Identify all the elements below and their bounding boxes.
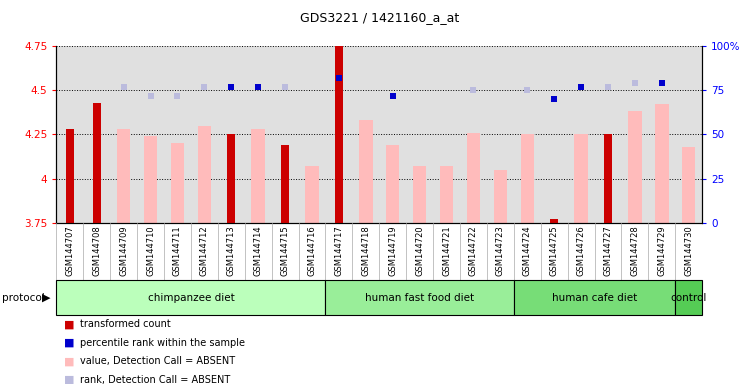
FancyBboxPatch shape (675, 280, 702, 315)
Text: GSM144711: GSM144711 (173, 226, 182, 276)
Bar (117, 129, 131, 223)
FancyBboxPatch shape (514, 280, 675, 315)
Text: transformed count: transformed count (80, 319, 171, 329)
Text: GSM144714: GSM144714 (254, 226, 263, 276)
Bar (655, 104, 668, 223)
Text: ■: ■ (64, 356, 74, 366)
Bar (440, 166, 454, 223)
Text: ■: ■ (64, 338, 74, 348)
Text: GSM144720: GSM144720 (415, 226, 424, 276)
Text: GSM144718: GSM144718 (361, 226, 370, 276)
Text: ■: ■ (64, 375, 74, 384)
Bar (66, 129, 74, 223)
Text: GSM144715: GSM144715 (281, 226, 290, 276)
Text: GSM144712: GSM144712 (200, 226, 209, 276)
Text: GSM144723: GSM144723 (496, 226, 505, 276)
Bar (281, 145, 289, 223)
Text: protocol: protocol (2, 293, 45, 303)
Text: GSM144713: GSM144713 (227, 226, 236, 276)
Text: GDS3221 / 1421160_a_at: GDS3221 / 1421160_a_at (300, 12, 459, 25)
Text: ■: ■ (64, 319, 74, 329)
Bar (682, 147, 695, 223)
Bar (466, 132, 480, 223)
Text: GSM144708: GSM144708 (92, 226, 101, 276)
Text: GSM144728: GSM144728 (630, 226, 639, 276)
Bar (305, 166, 318, 223)
Bar (413, 166, 427, 223)
Text: GSM144716: GSM144716 (307, 226, 316, 276)
Bar (604, 134, 612, 223)
Text: rank, Detection Call = ABSENT: rank, Detection Call = ABSENT (80, 375, 231, 384)
Text: GSM144717: GSM144717 (334, 226, 343, 276)
Bar (252, 129, 265, 223)
Bar (359, 120, 372, 223)
Bar (170, 143, 184, 223)
Text: ▶: ▶ (42, 293, 51, 303)
Text: GSM144722: GSM144722 (469, 226, 478, 276)
Bar (575, 134, 588, 223)
FancyBboxPatch shape (325, 280, 514, 315)
Text: GSM144727: GSM144727 (604, 226, 613, 276)
Text: GSM144729: GSM144729 (657, 226, 666, 276)
Text: GSM144724: GSM144724 (523, 226, 532, 276)
Bar (335, 43, 343, 223)
Bar (520, 134, 534, 223)
Text: percentile rank within the sample: percentile rank within the sample (80, 338, 246, 348)
Bar (550, 219, 558, 223)
Bar (628, 111, 641, 223)
Text: value, Detection Call = ABSENT: value, Detection Call = ABSENT (80, 356, 236, 366)
Text: control: control (671, 293, 707, 303)
Text: GSM144719: GSM144719 (388, 226, 397, 276)
Text: GSM144726: GSM144726 (577, 226, 586, 276)
Text: GSM144709: GSM144709 (119, 226, 128, 276)
Text: human fast food diet: human fast food diet (365, 293, 474, 303)
Text: GSM144710: GSM144710 (146, 226, 155, 276)
Text: GSM144721: GSM144721 (442, 226, 451, 276)
FancyBboxPatch shape (56, 280, 325, 315)
Text: GSM144707: GSM144707 (65, 226, 74, 276)
Text: chimpanzee diet: chimpanzee diet (147, 293, 234, 303)
Bar (143, 136, 157, 223)
Bar (198, 126, 211, 223)
Text: GSM144725: GSM144725 (550, 226, 559, 276)
Bar (92, 103, 101, 223)
Bar (493, 170, 507, 223)
Bar (228, 134, 235, 223)
Bar (386, 145, 400, 223)
Text: GSM144730: GSM144730 (684, 226, 693, 276)
Text: human cafe diet: human cafe diet (552, 293, 637, 303)
